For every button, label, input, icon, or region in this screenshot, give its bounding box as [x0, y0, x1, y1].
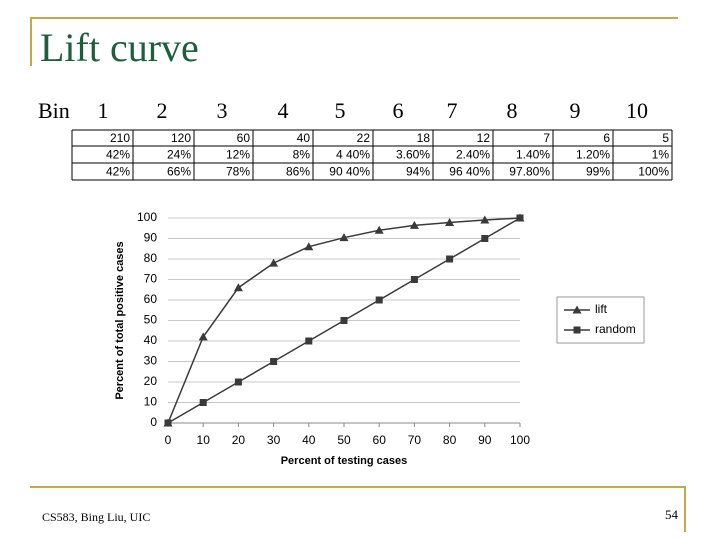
- table-cell: 6: [603, 131, 610, 145]
- bin-number: 6: [393, 98, 404, 123]
- marker: [375, 296, 383, 304]
- y-tick-label: 50: [144, 313, 158, 327]
- x-tick-label: 90: [478, 433, 492, 447]
- table-cell: 66%: [167, 165, 191, 179]
- y-tick-label: 20: [144, 374, 158, 388]
- marker: [269, 258, 279, 267]
- marker: [198, 332, 208, 341]
- marker: [164, 419, 172, 427]
- x-tick-label: 100: [510, 433, 530, 447]
- marker: [339, 233, 349, 242]
- x-tick-label: 30: [267, 433, 281, 447]
- marker: [304, 242, 314, 251]
- slide-title: Lift curve: [40, 25, 199, 70]
- bin-label: Bin: [38, 98, 70, 123]
- marker: [374, 225, 384, 234]
- marker: [233, 283, 243, 292]
- table-cell: 42%: [106, 165, 130, 179]
- marker: [409, 220, 419, 229]
- bin-number: 2: [157, 98, 168, 123]
- x-tick-label: 80: [443, 433, 457, 447]
- table-cell: 24%: [167, 148, 191, 162]
- marker: [516, 214, 524, 222]
- x-tick-label: 40: [302, 433, 316, 447]
- x-tick-label: 60: [373, 433, 387, 447]
- x-tick-label: 0: [165, 433, 172, 447]
- table-cell: 96 40%: [449, 165, 490, 179]
- table-cell: 3.60%: [396, 148, 430, 162]
- bin-number: 7: [447, 98, 458, 123]
- table-cell: 18: [417, 131, 431, 145]
- marker: [234, 378, 242, 386]
- footer-text: CS583, Bing Liu, UIC: [42, 510, 150, 524]
- y-tick-label: 70: [144, 272, 158, 286]
- table-cell: 22: [357, 131, 371, 145]
- y-axis-label: Percent of total positive cases: [114, 241, 126, 399]
- marker: [445, 218, 455, 227]
- y-tick-label: 80: [144, 251, 158, 265]
- marker: [270, 358, 278, 365]
- table-cell: 99%: [586, 165, 610, 179]
- page-number: 54: [665, 507, 679, 522]
- table-cell: 97.80%: [509, 165, 550, 179]
- legend-box: [556, 296, 645, 344]
- bin-number: 5: [335, 98, 346, 123]
- table-cell: 90 40%: [329, 165, 370, 179]
- table-cell: 12: [477, 131, 491, 145]
- bin-number: 8: [507, 98, 518, 123]
- bin-number: 10: [626, 98, 648, 123]
- marker: [481, 235, 489, 242]
- table-cell: 120: [171, 131, 191, 145]
- table-cell: 1.20%: [576, 148, 610, 162]
- table-cell: 7: [543, 131, 550, 145]
- table-cell: 1.40%: [516, 148, 550, 162]
- marker: [446, 255, 454, 263]
- x-tick-label: 50: [337, 433, 351, 447]
- legend-label: random: [595, 322, 636, 336]
- x-tick-label: 20: [232, 433, 246, 447]
- y-tick-label: 30: [144, 354, 158, 368]
- table-cell: 78%: [226, 165, 250, 179]
- table-cell: 42%: [106, 148, 130, 162]
- marker: [480, 215, 490, 224]
- table-cell: 12%: [226, 148, 250, 162]
- marker: [410, 276, 418, 283]
- legend-label: lift: [595, 302, 608, 316]
- table-cell: 8%: [293, 148, 311, 162]
- y-tick-label: 0: [150, 415, 157, 429]
- table-cell: 100%: [638, 165, 669, 179]
- y-tick-label: 60: [144, 292, 158, 306]
- table-cell: 5: [662, 131, 669, 145]
- table-cell: 2.40%: [456, 148, 490, 162]
- y-tick-label: 40: [144, 333, 158, 347]
- legend-marker: [572, 305, 582, 314]
- x-axis-label: Percent of testing cases: [281, 455, 408, 467]
- y-tick-label: 90: [144, 231, 158, 245]
- table-cell: 210: [110, 131, 130, 145]
- bin-number: 3: [217, 98, 228, 123]
- table-cell: 94%: [406, 165, 430, 179]
- y-tick-label: 100: [137, 210, 157, 224]
- table-cell: 86%: [286, 165, 310, 179]
- table-cell: 60: [237, 131, 251, 145]
- x-tick-label: 10: [197, 433, 211, 447]
- bin-number: 4: [278, 98, 289, 123]
- bin-number: 9: [570, 98, 581, 123]
- marker: [305, 337, 313, 345]
- y-tick-label: 10: [144, 395, 158, 409]
- bin-number: 1: [98, 98, 109, 123]
- table-cell: 40: [297, 131, 311, 145]
- table-cell: 4 40%: [336, 148, 370, 162]
- legend-marker: [573, 326, 581, 334]
- marker: [199, 399, 207, 406]
- x-tick-label: 70: [408, 433, 422, 447]
- table-cell: 1%: [652, 148, 670, 162]
- marker: [340, 317, 348, 324]
